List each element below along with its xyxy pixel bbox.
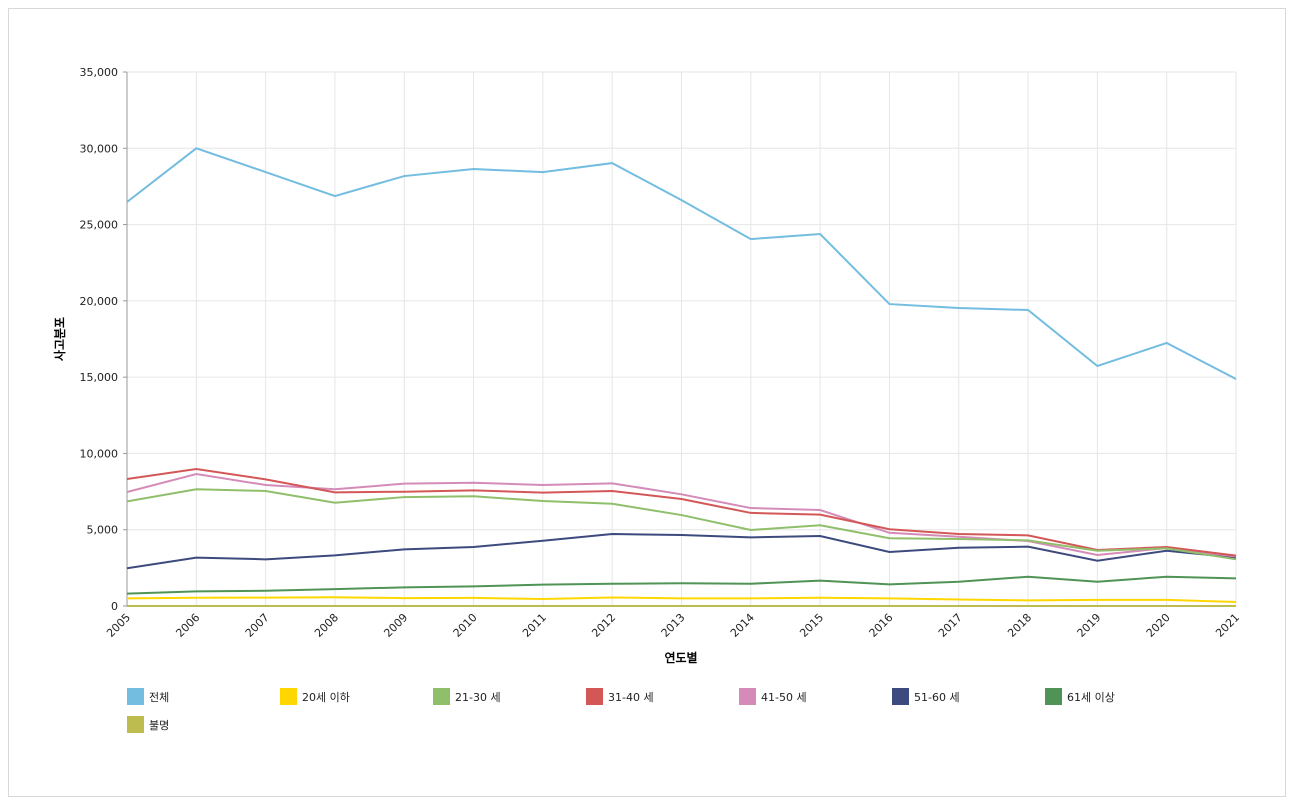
legend-swatch [127,716,144,733]
x-tick-label: 2016 [867,611,896,640]
legend-item[interactable]: 불명 [127,716,169,733]
y-tick-label: 5,000 [87,524,119,537]
x-tick-label: 2008 [312,611,341,640]
x-axis-label: 연도별 [664,650,697,665]
legend-item[interactable]: 61세 이상 [1045,688,1115,705]
y-tick-label: 20,000 [80,295,119,308]
legend-label: 51-60 세 [914,690,960,704]
legend-item[interactable]: 전체 [127,688,169,705]
legend-item[interactable]: 21-30 세 [433,688,501,705]
x-tick-label: 2018 [1005,611,1034,640]
series-line-3 [126,467,1237,557]
legend-swatch [127,688,144,705]
legend-swatch [586,688,603,705]
legend-label: 31-40 세 [608,690,654,704]
legend-swatch [433,688,450,705]
x-tick-label: 2006 [173,611,202,640]
legend-item[interactable]: 41-50 세 [739,688,807,705]
x-tick-label: 2021 [1213,611,1242,640]
series-lines [126,147,1237,607]
x-tick-label: 2013 [659,611,688,640]
legend-label: 21-30 세 [455,690,501,704]
series-line-0 [126,147,1237,380]
series-line-6 [126,575,1237,595]
x-tick-label: 2015 [797,611,826,640]
legend-label: 불명 [149,718,170,732]
x-tick-label: 2014 [728,611,757,640]
legend-label: 20세 이하 [302,690,350,704]
series-line-1 [126,596,1237,604]
y-tick-label: 10,000 [80,447,119,460]
x-tick-label: 2020 [1144,611,1173,640]
legend-swatch [739,688,756,705]
grid [126,71,1237,607]
y-tick-label: 25,000 [80,219,119,232]
legend-swatch [1045,688,1062,705]
legend-label: 전체 [149,690,170,704]
x-tick-label: 2010 [451,611,480,640]
y-axis-label: 사고분포 [52,317,67,361]
y-tick-label: 30,000 [80,142,119,155]
x-tick-label: 2019 [1075,611,1104,640]
legend-item[interactable]: 51-60 세 [892,688,960,705]
x-tick-label: 2012 [589,611,618,640]
legend-swatch [892,688,909,705]
x-tick-label: 2005 [104,611,133,640]
y-tick-label: 0 [111,600,118,613]
y-tick-label: 15,000 [80,371,119,384]
legend-item[interactable]: 20세 이하 [280,688,350,705]
legend-label: 41-50 세 [761,690,807,704]
x-tick-label: 2007 [243,611,272,640]
x-tick-label: 2011 [520,611,549,640]
x-tick-label: 2009 [381,611,410,640]
legend-swatch [280,688,297,705]
y-tick-label: 35,000 [80,66,119,79]
series-line-2 [126,488,1237,561]
x-tick-label: 2017 [936,611,965,640]
legend-label: 61세 이상 [1067,690,1115,704]
legend-item[interactable]: 31-40 세 [586,688,654,705]
series-line-5 [126,532,1237,570]
chart-frame [8,8,1286,797]
